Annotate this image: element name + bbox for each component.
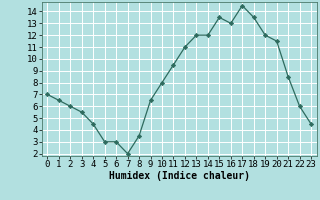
X-axis label: Humidex (Indice chaleur): Humidex (Indice chaleur) [109, 171, 250, 181]
